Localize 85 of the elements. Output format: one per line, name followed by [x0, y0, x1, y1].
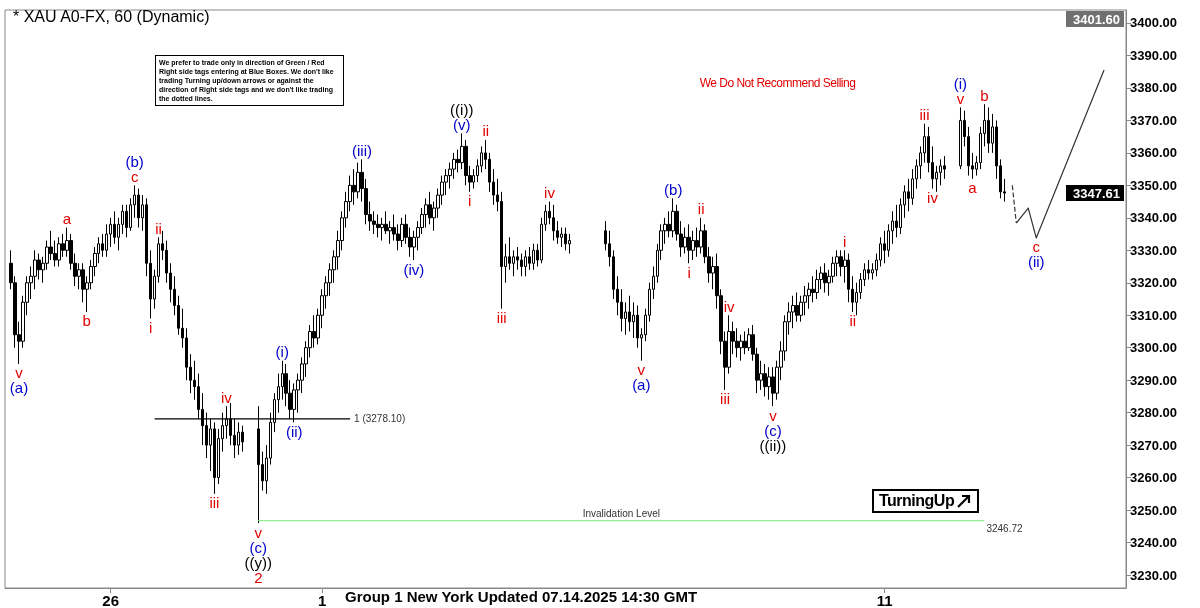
candlestick [671, 197, 675, 238]
annotation: i [468, 192, 472, 210]
candlestick [213, 421, 216, 495]
y-tick-label: 3360.00 [1130, 145, 1177, 161]
annotation: a [62, 210, 72, 228]
candlestick [823, 262, 827, 294]
y-tick-label: 3290.00 [1130, 372, 1177, 388]
annotation: iii [720, 390, 731, 408]
annotation: TurningUp [879, 492, 955, 510]
annotation: i [687, 263, 691, 281]
annotation: iv [544, 184, 556, 202]
annotation: c [1032, 238, 1041, 256]
annotation: b [980, 86, 989, 104]
y-tick-label: 3350.00 [1130, 177, 1177, 193]
annotation: v [637, 361, 646, 379]
annotation: (a) [9, 379, 29, 397]
y-tick-label: 3380.00 [1130, 80, 1177, 96]
annotation: c [130, 167, 139, 185]
candlestick [137, 188, 140, 229]
chart-title: * XAU A0-FX, 60 (Dynamic) [13, 7, 210, 25]
y-tick-label: 3310.00 [1130, 307, 1177, 323]
annotation: v [15, 364, 24, 382]
candlestick [763, 363, 767, 397]
annotation: (i) [275, 343, 289, 361]
annotation: iv [723, 297, 735, 315]
candlestick [241, 425, 244, 453]
candlestick [987, 106, 990, 154]
candlestick [376, 214, 380, 238]
candlestick [524, 249, 527, 277]
candlestick [552, 204, 555, 242]
annotation: (c) [764, 421, 782, 439]
y-tick-label: 3390.00 [1130, 47, 1177, 63]
annotation: We Do Not Recommend Selling [698, 76, 857, 90]
annotation: (ii) [285, 422, 303, 440]
y-tick-label: 3300.00 [1130, 340, 1177, 356]
annotation: 3347.61 [1073, 185, 1120, 201]
annotation: iii [209, 494, 220, 512]
annotation: i [148, 318, 153, 336]
candlestick [959, 106, 962, 170]
annotation: iii [496, 309, 507, 327]
annotation: Invalidation Level [582, 508, 660, 520]
annotation: (b) [664, 180, 683, 198]
annotation: b [82, 312, 91, 330]
annotation: iv [927, 189, 939, 207]
x-tick-label: 26 [102, 592, 120, 608]
annotation: (ii) [1027, 253, 1045, 271]
y-tick-label: 3260.00 [1130, 470, 1177, 486]
annotation: i [843, 232, 847, 250]
y-tick-label: 3340.00 [1130, 210, 1177, 226]
x-tick-label: 11 [876, 592, 893, 608]
y-tick-label: 3370.00 [1130, 112, 1177, 128]
x-tick-label: 1 [317, 592, 327, 608]
candlestick [532, 243, 535, 271]
annotation: a [968, 179, 978, 197]
annotation: Group 1 New York Updated 07.14.2025 14:30 GMT [345, 588, 698, 605]
annotation: (iii) [352, 141, 373, 159]
candlestick [687, 223, 691, 264]
y-tick-label: 3240.00 [1130, 535, 1177, 551]
annotation: iii [919, 106, 930, 124]
annotation: 3401.60 [1073, 11, 1120, 27]
annotation: (b) [125, 152, 144, 170]
y-tick-label: 3400.00 [1130, 15, 1177, 31]
annotation: ii [482, 122, 490, 140]
candlestick [564, 227, 567, 251]
annotation: 1 (3278.10) [354, 413, 406, 425]
annotation: iv [220, 388, 233, 406]
annotation: (c) [249, 538, 268, 556]
annotation: (a) [632, 376, 651, 394]
y-tick-label: 3250.00 [1130, 502, 1177, 518]
candlestick [815, 269, 819, 300]
annotation: v [769, 406, 778, 424]
y-tick-label: 3230.00 [1130, 567, 1177, 583]
candlestick [57, 236, 61, 268]
y-tick-label: 3280.00 [1130, 405, 1177, 421]
annotation: (iv) [403, 260, 425, 278]
annotation: 3246.72 [986, 523, 1023, 535]
annotation: v [254, 523, 263, 541]
y-tick-label: 3270.00 [1130, 437, 1177, 453]
y-tick-label: 3330.00 [1130, 242, 1177, 258]
annotation: ii [849, 312, 857, 330]
candlestick [400, 217, 404, 248]
y-tick-label: 3320.00 [1130, 275, 1177, 291]
annotation: ii [697, 200, 705, 218]
candlestick [237, 421, 240, 456]
annotation: ii [155, 219, 162, 237]
